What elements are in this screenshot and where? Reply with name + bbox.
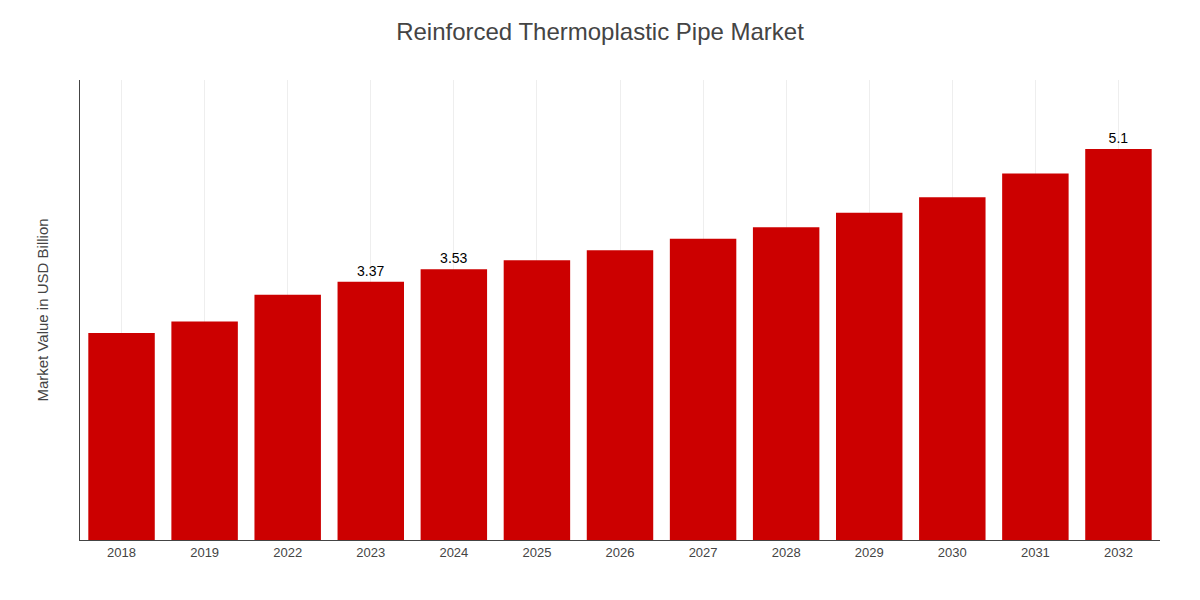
svg-text:5.1: 5.1 (1109, 130, 1129, 146)
svg-text:2028: 2028 (772, 545, 801, 560)
svg-text:2018: 2018 (107, 545, 136, 560)
svg-text:2030: 2030 (938, 545, 967, 560)
svg-text:Market Value in USD Billion: Market Value in USD Billion (34, 218, 51, 401)
svg-text:2024: 2024 (439, 545, 468, 560)
svg-text:2022: 2022 (273, 545, 302, 560)
svg-text:3.37: 3.37 (357, 263, 384, 279)
svg-text:3.53: 3.53 (440, 250, 467, 266)
svg-text:2026: 2026 (606, 545, 635, 560)
svg-text:2031: 2031 (1021, 545, 1050, 560)
svg-text:2025: 2025 (522, 545, 551, 560)
svg-text:2023: 2023 (356, 545, 385, 560)
svg-text:2019: 2019 (190, 545, 219, 560)
svg-text:2032: 2032 (1104, 545, 1133, 560)
svg-text:Reinforced Thermoplastic Pipe: Reinforced Thermoplastic Pipe Market (396, 18, 804, 45)
svg-text:2027: 2027 (689, 545, 718, 560)
svg-text:2029: 2029 (855, 545, 884, 560)
